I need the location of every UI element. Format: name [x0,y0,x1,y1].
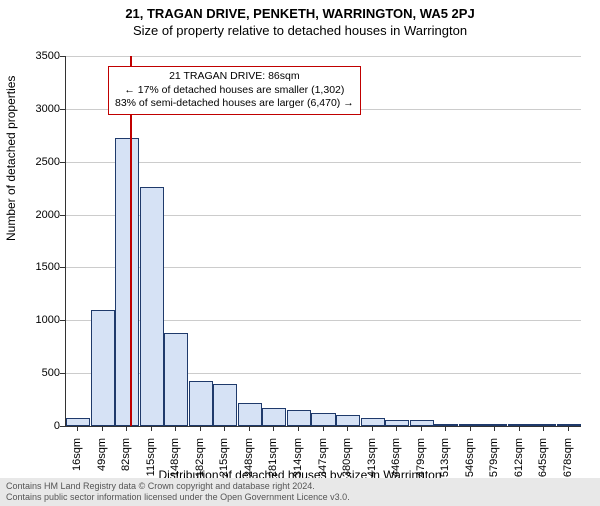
x-tick-mark [421,426,422,431]
y-tick-label: 1000 [20,314,60,326]
gridline [66,162,581,163]
footer-copyright: Contains HM Land Registry data © Crown c… [0,478,600,506]
x-tick-mark [126,426,127,431]
x-tick-mark [396,426,397,431]
histogram-bar [66,418,90,426]
histogram-bar [508,424,532,426]
y-tick-mark [60,426,65,427]
annotation-line-larger: 83% of semi-detached houses are larger (… [115,97,354,111]
x-tick-mark [273,426,274,431]
y-tick-mark [60,320,65,321]
histogram-bar [164,333,188,426]
y-tick-mark [60,109,65,110]
property-annotation-box: 21 TRAGAN DRIVE: 86sqm ← 17% of detached… [108,66,361,115]
histogram-bar [532,424,556,426]
x-tick-mark [445,426,446,431]
x-tick-mark [519,426,520,431]
histogram-bar [459,424,483,426]
annotation-line-size: 21 TRAGAN DRIVE: 86sqm [115,70,354,84]
y-tick-mark [60,373,65,374]
x-tick-mark [494,426,495,431]
y-tick-label: 3500 [20,50,60,62]
y-tick-mark [60,215,65,216]
x-tick-mark [372,426,373,431]
y-tick-label: 2000 [20,209,60,221]
x-tick-mark [175,426,176,431]
histogram-bar [287,410,311,426]
histogram-bar [483,424,507,426]
x-tick-mark [298,426,299,431]
histogram-bar [213,384,237,426]
histogram-bar [238,403,262,426]
x-tick-mark [323,426,324,431]
histogram-bar [140,187,164,426]
gridline [66,56,581,57]
y-tick-label: 1500 [20,261,60,273]
y-axis-label: Number of detached properties [4,76,18,241]
x-tick-mark [249,426,250,431]
histogram-bar [434,424,458,426]
y-tick-label: 3000 [20,103,60,115]
histogram-bar [336,415,360,426]
histogram-bar [311,413,335,426]
x-tick-mark [224,426,225,431]
histogram-bar [91,310,115,426]
x-tick-mark [200,426,201,431]
histogram-bar [189,381,213,426]
y-tick-label: 500 [20,367,60,379]
histogram-bar [557,424,581,426]
page-subtitle: Size of property relative to detached ho… [0,23,600,38]
x-tick-mark [102,426,103,431]
y-tick-mark [60,267,65,268]
histogram-bar [385,420,409,426]
page-title-address: 21, TRAGAN DRIVE, PENKETH, WARRINGTON, W… [0,6,600,21]
histogram-bar [410,420,434,426]
footer-line1: Contains HM Land Registry data © Crown c… [6,481,594,492]
x-tick-mark [77,426,78,431]
x-tick-mark [151,426,152,431]
histogram-bar [115,138,139,426]
y-tick-label: 2500 [20,156,60,168]
y-tick-mark [60,56,65,57]
histogram-bar [361,418,385,426]
x-tick-mark [543,426,544,431]
y-tick-mark [60,162,65,163]
footer-line2: Contains public sector information licen… [6,492,594,503]
x-tick-mark [568,426,569,431]
annotation-line-smaller: ← 17% of detached houses are smaller (1,… [115,84,354,98]
histogram-bar [262,408,286,426]
y-tick-label: 0 [20,420,60,432]
x-tick-mark [470,426,471,431]
x-tick-mark [347,426,348,431]
